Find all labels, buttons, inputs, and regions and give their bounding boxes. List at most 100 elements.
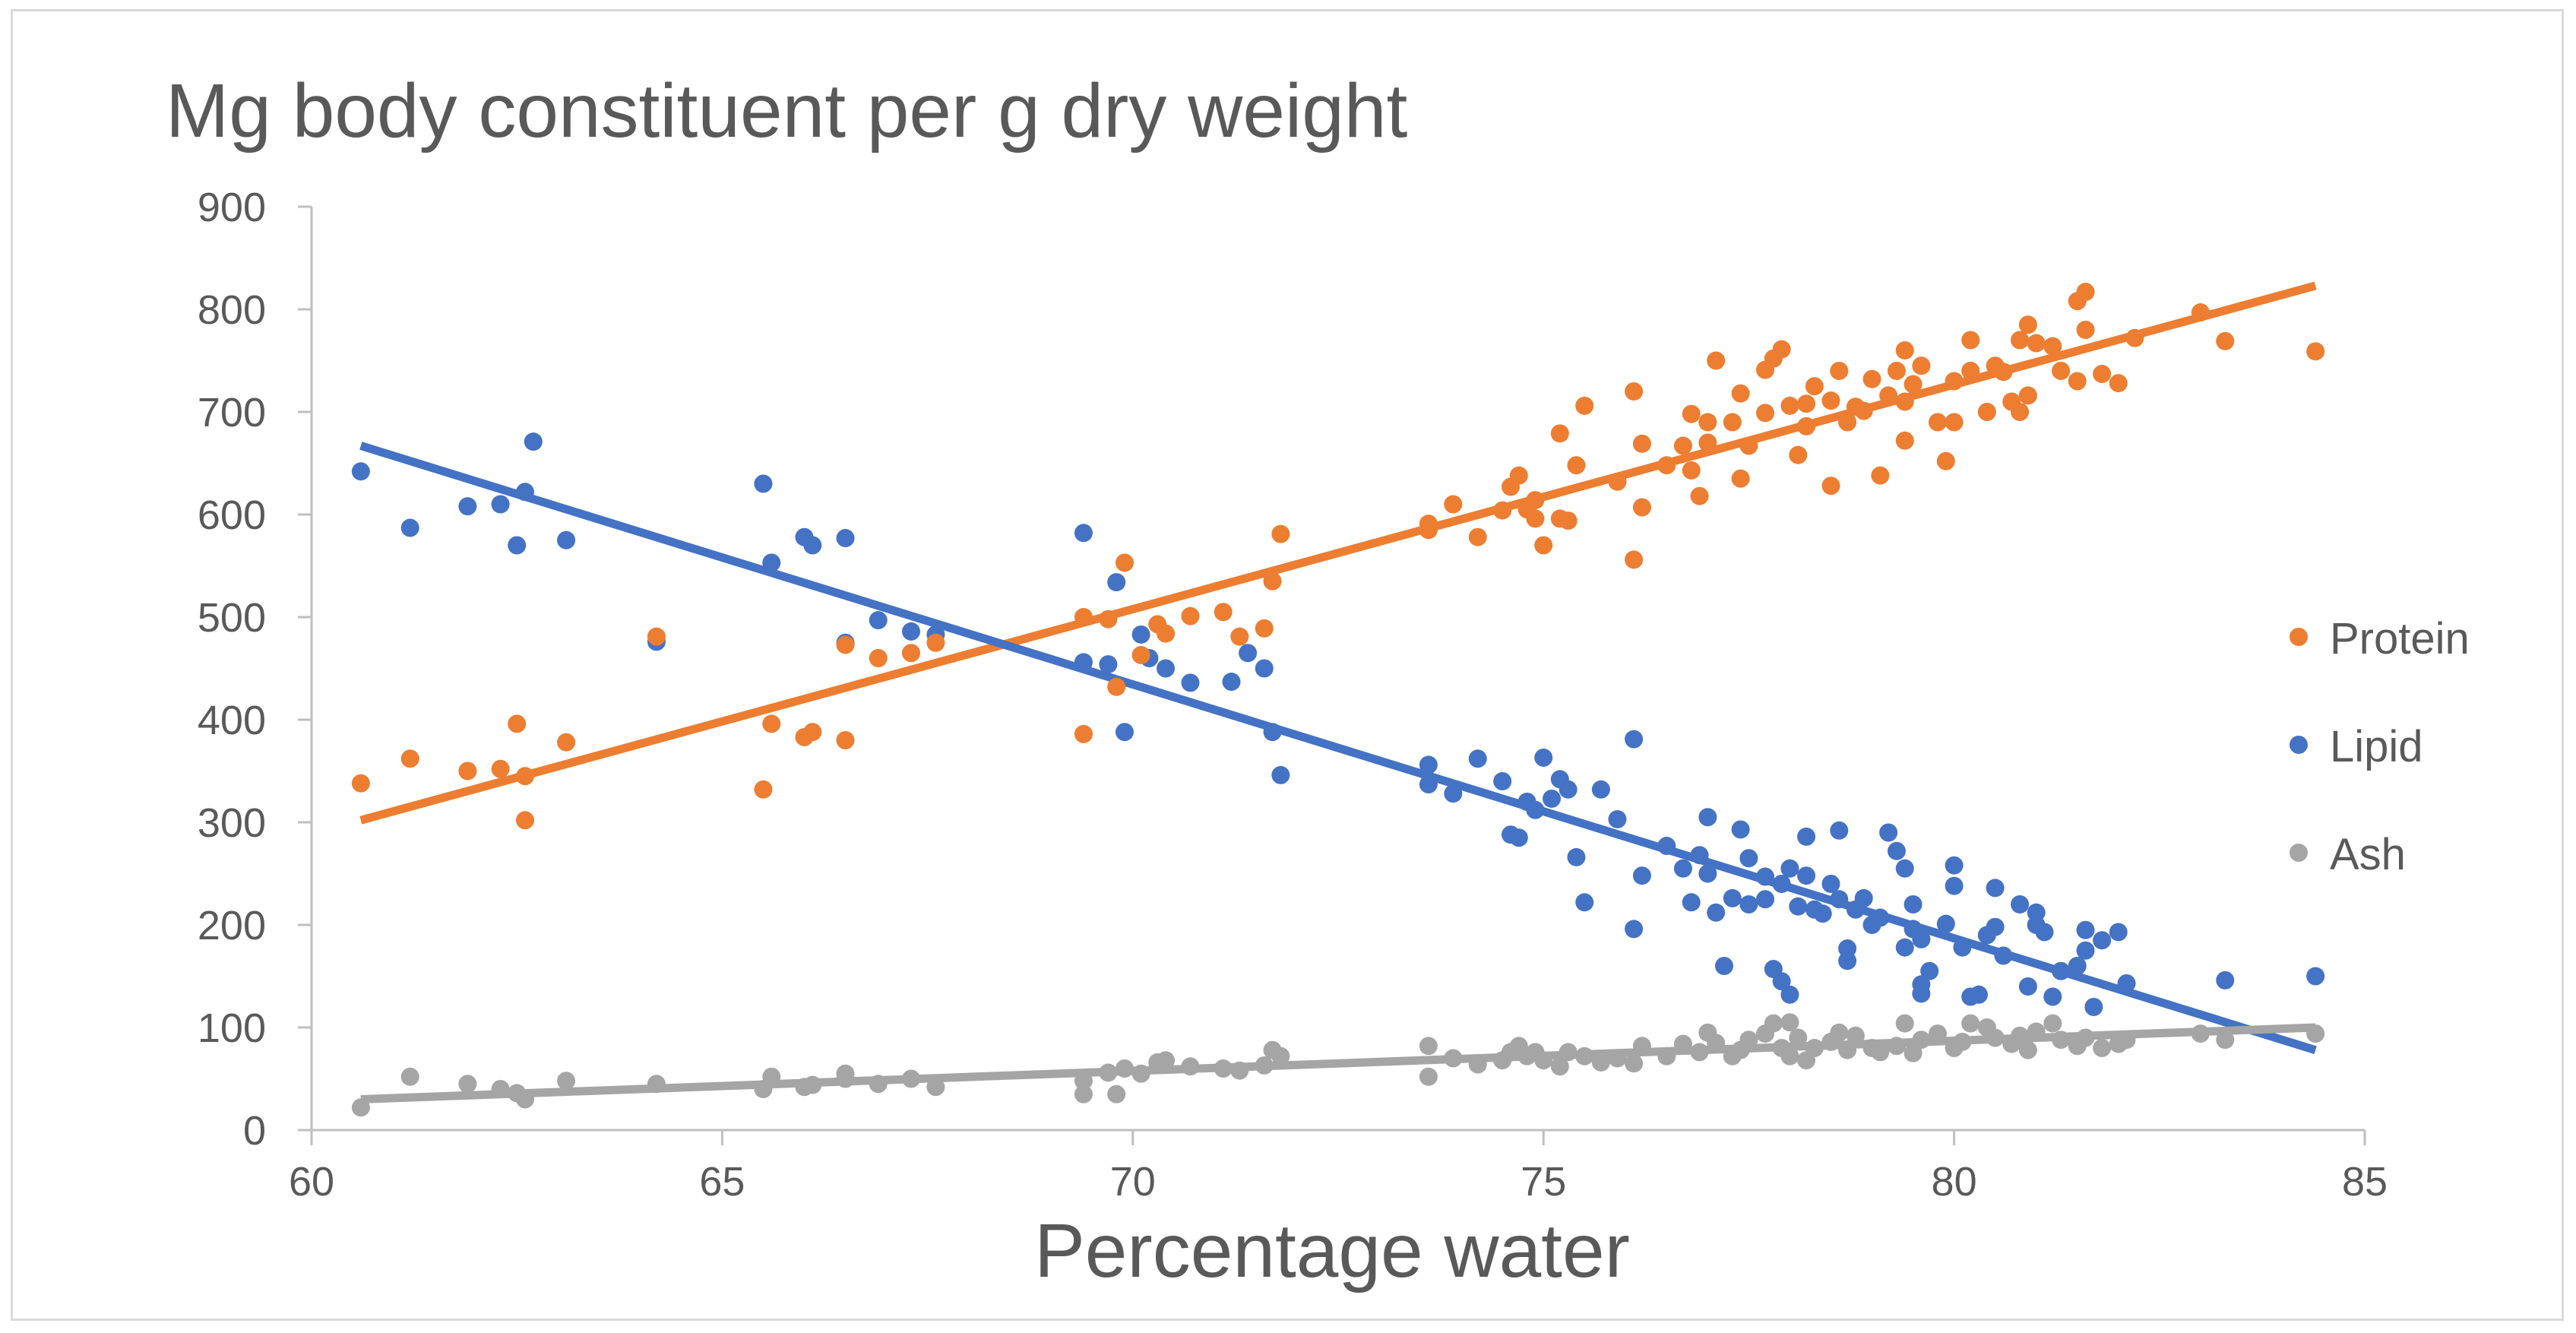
ash-point: [2076, 1028, 2095, 1047]
ash-point: [1895, 1014, 1914, 1033]
lipid-point: [1591, 780, 1610, 799]
lipid-point: [1813, 904, 1832, 923]
protein-point: [1821, 391, 1840, 410]
lipid-point: [1912, 984, 1931, 1003]
protein-point: [1493, 501, 1512, 520]
protein-point: [1107, 677, 1126, 696]
y-tick-label: 200: [198, 903, 266, 948]
ash-point: [491, 1080, 510, 1098]
protein-point: [1559, 511, 1578, 530]
lipid-point: [1526, 800, 1545, 819]
ash-point: [1181, 1057, 1200, 1076]
lipid-point: [1772, 875, 1791, 893]
lipid-point: [2076, 920, 2095, 939]
protein-point: [1115, 553, 1134, 572]
ash-point: [351, 1098, 370, 1117]
protein-point: [2216, 331, 2235, 350]
x-tick-label: 80: [1932, 1159, 1977, 1205]
ash-point: [2117, 1031, 2136, 1050]
protein-point: [1936, 451, 1955, 470]
chart-frame: [11, 9, 2564, 1321]
lipid-point: [1945, 856, 1964, 875]
ash-point: [1074, 1084, 1093, 1103]
lipid-point: [1419, 775, 1438, 794]
ash-point: [516, 1090, 535, 1109]
ash-point: [1690, 1043, 1709, 1062]
lipid-point: [1157, 659, 1176, 678]
lipid-point: [2306, 967, 2325, 986]
ash-point: [1074, 1072, 1093, 1091]
protein-point: [1895, 431, 1914, 450]
protein-point: [1780, 396, 1799, 415]
ash-point: [1099, 1063, 1118, 1082]
protein-point: [1509, 466, 1528, 485]
protein-point: [1977, 403, 1996, 421]
lipid-point: [1559, 780, 1578, 799]
protein-point: [1895, 341, 1914, 359]
protein-point: [1772, 340, 1791, 359]
lipid-point: [1723, 888, 1742, 907]
protein-point: [647, 627, 666, 646]
ash-point: [1928, 1024, 1947, 1043]
protein-point: [1157, 624, 1176, 643]
ash-point: [1780, 1046, 1799, 1065]
ash-point: [400, 1067, 419, 1086]
protein-point: [2043, 337, 2062, 356]
lipid-point: [458, 497, 477, 516]
lipid-point: [1657, 837, 1676, 856]
protein-point: [458, 761, 477, 780]
x-axis-label: Percentage water: [1034, 1208, 1630, 1293]
ash-point: [1789, 1028, 1808, 1047]
lipid-point: [1255, 659, 1274, 678]
lipid-point: [508, 536, 527, 555]
lipid-point: [1780, 859, 1799, 878]
protein-point: [1912, 356, 1931, 375]
ash-point: [1214, 1059, 1233, 1078]
protein-point: [2027, 334, 2046, 353]
lipid-point: [1222, 673, 1241, 692]
protein-point: [508, 714, 527, 733]
protein-point: [1723, 413, 1742, 432]
lipid-point: [1682, 893, 1701, 912]
ash-point: [1255, 1056, 1274, 1075]
lipid-point: [1419, 755, 1438, 774]
protein-point: [1608, 472, 1627, 491]
y-tick-label: 700: [198, 390, 266, 435]
lipid-point: [1131, 625, 1150, 644]
y-axis: 0 100 200 300 400 500 600 700 800 900: [198, 185, 313, 1154]
ash-point: [1871, 1043, 1890, 1062]
ash-point: [1780, 1013, 1799, 1032]
lipid-point: [1074, 524, 1093, 543]
legend-label-protein: Protein: [2330, 614, 2470, 663]
ash-point: [1419, 1067, 1438, 1086]
lipid-point: [1690, 846, 1709, 865]
lipid-point: [491, 495, 510, 514]
lipid-point: [1543, 789, 1562, 808]
series-ash: [351, 1013, 2325, 1117]
protein-point: [1074, 724, 1093, 743]
protein-point: [1739, 436, 1758, 455]
lipid-point: [1263, 723, 1282, 742]
protein-point: [2125, 328, 2144, 347]
ash-point: [2191, 1024, 2210, 1043]
lipid-point: [2043, 987, 2062, 1006]
ash-point: [2052, 1031, 2071, 1050]
lipid-point: [1731, 820, 1750, 839]
y-tick-label: 900: [198, 185, 266, 230]
ash-point: [2306, 1024, 2325, 1043]
protein-point: [1673, 436, 1692, 455]
protein-point: [1682, 404, 1701, 423]
lipid-point: [1871, 908, 1890, 927]
ash-point: [926, 1078, 945, 1097]
lipid-point: [1707, 903, 1726, 922]
lipid-point: [1772, 972, 1791, 991]
protein-point: [1994, 363, 2013, 382]
protein-point: [1887, 362, 1906, 380]
legend-label-ash: Ash: [2330, 830, 2406, 879]
lipid-point: [1912, 929, 1931, 948]
protein-point: [1731, 469, 1750, 488]
ash-point: [1887, 1037, 1906, 1056]
protein-point: [869, 649, 888, 667]
lipid-point: [1830, 890, 1849, 909]
ash-point: [1575, 1046, 1594, 1065]
